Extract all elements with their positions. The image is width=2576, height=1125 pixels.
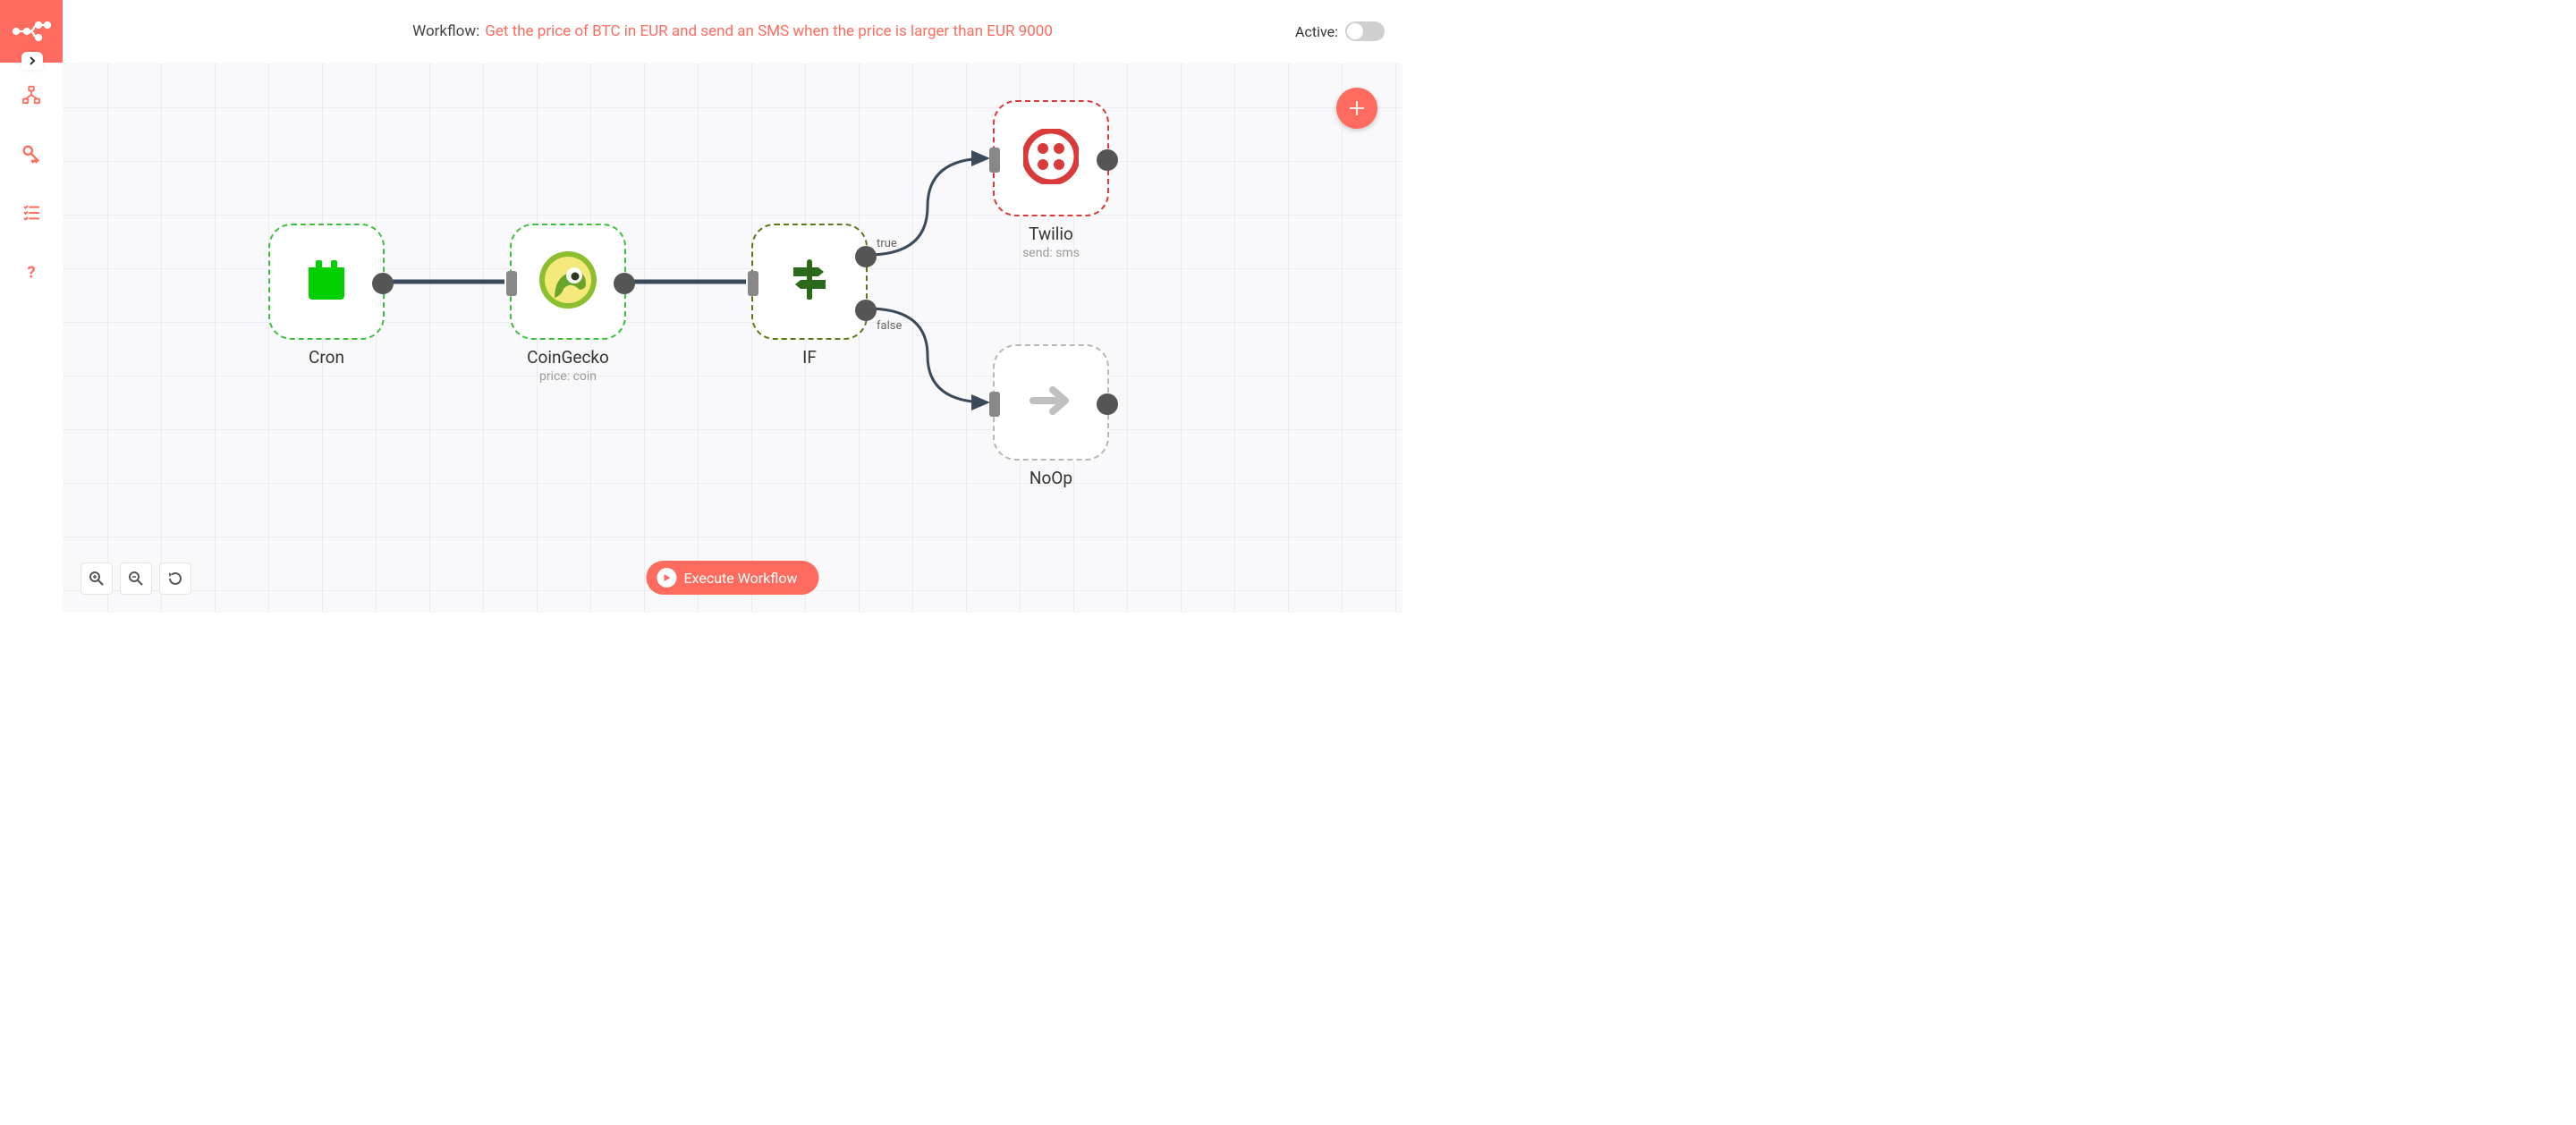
zoom-in-button[interactable] — [80, 562, 113, 595]
sidebar-item-executions[interactable] — [0, 186, 63, 240]
zoom-out-icon — [128, 571, 144, 587]
output-port[interactable] — [855, 300, 877, 321]
sidebar-item-help[interactable]: ? — [0, 245, 63, 299]
zoom-out-button[interactable] — [120, 562, 152, 595]
signpost-icon — [784, 255, 835, 309]
node-sublabel: send: sms — [993, 246, 1109, 260]
help-icon: ? — [21, 262, 41, 282]
output-port[interactable] — [855, 246, 877, 267]
reset-view-button[interactable] — [159, 562, 191, 595]
execute-workflow-button[interactable]: Execute Workflow — [646, 561, 818, 595]
input-port[interactable] — [506, 271, 517, 296]
node-cron[interactable]: Cron — [268, 224, 385, 368]
twilio-icon — [1023, 129, 1079, 188]
top-bar: Workflow: Get the price of BTC in EUR an… — [63, 0, 1402, 63]
node-sublabel: price: coin — [510, 369, 626, 384]
key-icon — [21, 144, 41, 164]
input-port[interactable] — [989, 392, 1000, 417]
workflow-title-name[interactable]: Get the price of BTC in EUR and send an … — [485, 22, 1053, 40]
output-port[interactable] — [1097, 393, 1118, 415]
add-node-button[interactable] — [1336, 88, 1377, 129]
active-label: Active: — [1295, 23, 1338, 40]
play-icon — [657, 568, 676, 588]
chevron-right-icon — [28, 56, 37, 65]
node-box[interactable] — [268, 224, 385, 340]
node-label: Twilio — [993, 224, 1109, 244]
executions-icon — [21, 203, 41, 223]
input-port[interactable] — [989, 148, 1000, 173]
node-twilio[interactable]: Twilio send: sms — [993, 100, 1109, 260]
output-port[interactable] — [1097, 149, 1118, 171]
workflow-title: Workflow: Get the price of BTC in EUR an… — [412, 22, 1053, 40]
zoom-controls — [80, 562, 191, 595]
workflow-canvas[interactable]: Cron CoinGeckoprice: coin truefalseIF Tw… — [63, 63, 1402, 613]
node-if[interactable]: truefalse IF — [751, 224, 868, 368]
sidebar-item-workflows[interactable] — [0, 68, 63, 122]
n8n-logo-icon — [12, 21, 51, 42]
calendar-icon — [300, 253, 353, 310]
node-coingecko[interactable]: CoinGeckoprice: coin — [510, 224, 626, 384]
node-label: IF — [751, 347, 868, 368]
active-toggle-wrap: Active: — [1295, 21, 1385, 41]
sidebar: ? — [0, 0, 63, 613]
node-box[interactable] — [993, 344, 1109, 461]
arrow-icon — [1026, 376, 1076, 429]
gecko-icon — [537, 249, 599, 315]
sidebar-item-credentials[interactable] — [0, 127, 63, 181]
node-label: Cron — [268, 347, 385, 368]
zoom-in-icon — [89, 571, 105, 587]
output-port[interactable] — [372, 273, 394, 294]
svg-text:?: ? — [27, 263, 35, 282]
plus-icon — [1347, 98, 1367, 118]
input-port[interactable] — [748, 271, 758, 296]
app-logo[interactable] — [0, 0, 63, 63]
workflow-title-label: Workflow: — [412, 22, 479, 40]
output-port-label: true — [877, 237, 897, 250]
reset-icon — [167, 571, 183, 587]
node-noop[interactable]: NoOp — [993, 344, 1109, 488]
workflows-icon — [21, 85, 41, 105]
node-box[interactable]: truefalse — [751, 224, 868, 340]
node-box[interactable] — [993, 100, 1109, 216]
active-toggle[interactable] — [1345, 21, 1385, 41]
node-label: NoOp — [993, 468, 1109, 488]
edges-layer — [63, 63, 1402, 613]
output-port-label: false — [877, 319, 902, 333]
node-label: CoinGecko — [510, 347, 626, 368]
node-box[interactable] — [510, 224, 626, 340]
sidebar-expand-toggle[interactable] — [21, 52, 43, 70]
output-port[interactable] — [614, 273, 635, 294]
execute-button-label: Execute Workflow — [683, 570, 797, 587]
